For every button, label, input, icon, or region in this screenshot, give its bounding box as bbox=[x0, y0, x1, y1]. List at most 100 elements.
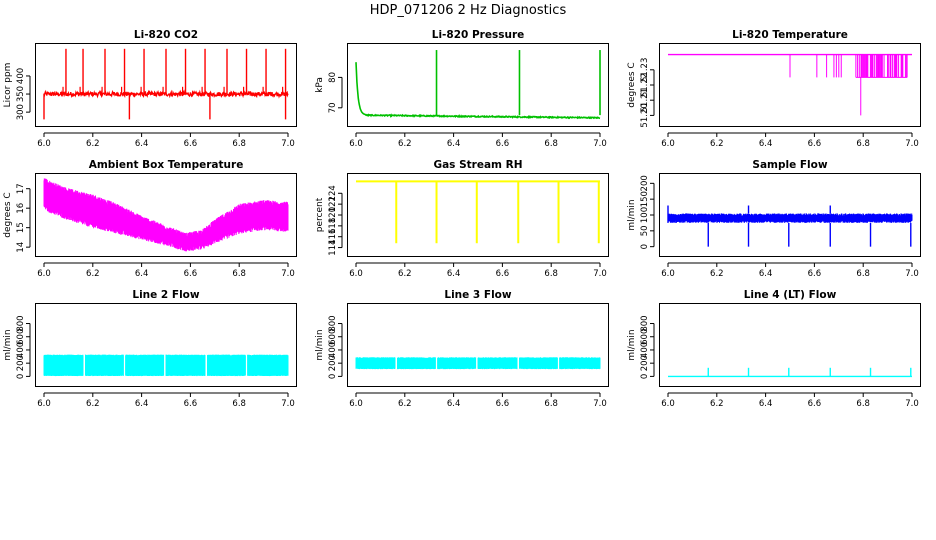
chart-7-title: Line 2 Flow bbox=[132, 289, 199, 301]
chart-1-series bbox=[43, 48, 289, 120]
chart-2-x-tick-label-3: 6.6 bbox=[496, 139, 510, 149]
chart-1-x-tick-label-4: 6.8 bbox=[232, 139, 246, 149]
chart-2-x-tick-label-5: 7.0 bbox=[593, 139, 607, 149]
chart-5-frame bbox=[347, 173, 609, 257]
chart-6-ylabel: ml/min bbox=[627, 199, 637, 230]
chart-8-x-tick-label-1: 6.2 bbox=[398, 399, 412, 409]
chart-5-series bbox=[356, 180, 600, 244]
chart-5-y-tick-label-1: 116 bbox=[328, 229, 338, 245]
chart-6-x-tick-label-1: 6.2 bbox=[710, 269, 724, 279]
chart-9-y-tick-label-3: 600 bbox=[640, 329, 650, 345]
chart-3-x-tick-label-3: 6.6 bbox=[808, 139, 822, 149]
chart-1-x-tick-label-3: 6.6 bbox=[184, 139, 198, 149]
chart-9-line-4-lt-flow: Line 4 (LT) Flow ml/min 6.0 6.2 6.4 6.6 6.8 7.0… bbox=[627, 289, 921, 409]
chart-7-ylabel: ml/min bbox=[3, 329, 13, 360]
chart-2-y-tick-label-0: 70 bbox=[328, 102, 338, 113]
figure-title: HDP_071206 2 Hz Diagnostics bbox=[370, 3, 567, 18]
chart-6-sample-flow: Sample Flow ml/min 6.0 6.2 6.4 6.6 6.8 7.0 0 50 10… bbox=[627, 159, 921, 279]
chart-5-gas-stream-rh: Gas Stream RH percent 6.0 6.2 6.4 6.6 6.8 7.0 11… bbox=[315, 159, 609, 279]
chart-4-title: Ambient Box Temperature bbox=[89, 159, 244, 171]
chart-3-x-tick-label-1: 6.2 bbox=[710, 139, 724, 149]
chart-7-y-tick-label-2: 400 bbox=[16, 342, 26, 358]
chart-3-x-tick-label-2: 6.4 bbox=[759, 139, 773, 149]
chart-4-x-tick-label-1: 6.2 bbox=[86, 269, 100, 279]
chart-6-band bbox=[667, 213, 913, 223]
chart-7-series bbox=[43, 354, 289, 377]
chart-2-ylabel: kPa bbox=[315, 77, 325, 93]
chart-4-y-tick-label-1: 15 bbox=[16, 222, 26, 233]
chart-8-series bbox=[355, 357, 601, 370]
chart-9-x-tick-label-5: 7.0 bbox=[905, 399, 919, 409]
chart-8-x-tick-label-3: 6.6 bbox=[496, 399, 510, 409]
chart-1-frame bbox=[35, 43, 297, 127]
chart-9-y-tick-label-0: 0 bbox=[640, 374, 650, 379]
chart-4-x-tick-label-2: 6.4 bbox=[135, 269, 149, 279]
chart-2-li-820-pressure: Li-820 Pressure kPa 6.0 6.2 6.4 6.6 6.8 7.0 70 80 bbox=[315, 29, 609, 149]
chart-9-series bbox=[668, 367, 912, 378]
chart-3-y-tick-label-1: 51.21 bbox=[640, 88, 650, 112]
chart-3-li-820-temperature: Li-820 Temperature degrees C 6.0 6.2 6.4 6.6 6… bbox=[627, 29, 921, 149]
chart-8-band bbox=[355, 357, 601, 370]
chart-1-y-tick-label-1: 350 bbox=[16, 86, 26, 102]
chart-2-x-tick-label-1: 6.2 bbox=[398, 139, 412, 149]
chart-1-x-tick-label-1: 6.2 bbox=[86, 139, 100, 149]
chart-6-x-tick-label-2: 6.4 bbox=[759, 269, 773, 279]
chart-5-y-tick-label-4: 122 bbox=[328, 196, 338, 212]
chart-7-frame bbox=[35, 303, 297, 387]
chart-1-x-tick-label-0: 6.0 bbox=[37, 139, 51, 149]
chart-9-x-tick-label-1: 6.2 bbox=[710, 399, 724, 409]
chart-4-x-tick-label-4: 6.8 bbox=[232, 269, 246, 279]
chart-5-title: Gas Stream RH bbox=[433, 159, 522, 171]
chart-5-y-tick-label-5: 124 bbox=[328, 185, 338, 201]
chart-3-y-tick-label-0: 51.20 bbox=[640, 103, 650, 127]
chart-1-x-tick-label-5: 7.0 bbox=[281, 139, 295, 149]
chart-8-line-3-flow: Line 3 Flow ml/min 6.0 6.2 6.4 6.6 6.8 7.0 0 2004… bbox=[315, 289, 609, 409]
chart-4-frame bbox=[35, 173, 297, 257]
chart-4-y-tick-label-2: 16 bbox=[16, 203, 26, 214]
chart-5-ylabel: percent bbox=[315, 197, 325, 232]
chart-7-x-tick-label-1: 6.2 bbox=[86, 399, 100, 409]
chart-8-x-tick-label-2: 6.4 bbox=[447, 399, 461, 409]
chart-7-band bbox=[43, 354, 289, 377]
chart-3-y-tick-label-3: 51.23 bbox=[640, 58, 650, 82]
chart-9-frame bbox=[659, 303, 921, 387]
chart-5-x-tick-label-1: 6.2 bbox=[398, 269, 412, 279]
chart-3-frame bbox=[659, 43, 921, 127]
chart-4-x-tick-label-0: 6.0 bbox=[37, 269, 51, 279]
chart-2-x-tick-label-4: 6.8 bbox=[544, 139, 558, 149]
chart-8-frame bbox=[347, 303, 609, 387]
chart-6-frame bbox=[659, 173, 921, 257]
chart-4-ambient-box-temperature: Ambient Box Temperature degrees C 6.0 6.2 6.… bbox=[3, 159, 297, 279]
chart-9-ylabel: ml/min bbox=[627, 329, 637, 360]
chart-7-x-tick-label-2: 6.4 bbox=[135, 399, 149, 409]
panel-grid: Li-820 CO2 Licor ppm 6.0 6.2 6.4 6.6 6.8 7.0 300… bbox=[3, 29, 921, 409]
chart-7-y-tick-label-1: 200 bbox=[16, 355, 26, 371]
chart-1-title: Li-820 CO2 bbox=[134, 29, 198, 41]
chart-7-line-2-flow: Line 2 Flow ml/min 6.0 6.2 6.4 6.6 6.8 7.0 0 2004… bbox=[3, 289, 297, 409]
chart-2-line bbox=[355, 62, 601, 120]
chart-8-title: Line 3 Flow bbox=[444, 289, 511, 301]
chart-7-x-tick-label-0: 6.0 bbox=[37, 399, 51, 409]
chart-6-y-tick-label-2: 100 bbox=[640, 207, 650, 223]
chart-2-title: Li-820 Pressure bbox=[432, 29, 525, 41]
chart-2-y-tick-label-1: 80 bbox=[328, 72, 338, 83]
chart-9-y-tick-label-1: 200 bbox=[640, 355, 650, 371]
chart-9-x-tick-label-4: 6.8 bbox=[856, 399, 870, 409]
chart-3-x-tick-label-4: 6.8 bbox=[856, 139, 870, 149]
chart-8-y-tick-label-1: 200 bbox=[328, 355, 338, 371]
chart-7-x-tick-label-5: 7.0 bbox=[281, 399, 295, 409]
chart-5-y-tick-label-3: 120 bbox=[328, 207, 338, 223]
chart-1-x-tick-label-2: 6.4 bbox=[135, 139, 149, 149]
chart-8-x-tick-label-5: 7.0 bbox=[593, 399, 607, 409]
chart-6-title: Sample Flow bbox=[752, 159, 827, 171]
chart-3-y-tick-label-2: 51.22 bbox=[640, 73, 650, 97]
chart-7-x-tick-label-3: 6.6 bbox=[184, 399, 198, 409]
chart-7-y-tick-label-3: 600 bbox=[16, 329, 26, 345]
chart-9-title: Line 4 (LT) Flow bbox=[744, 289, 837, 301]
chart-3-ylabel: degrees C bbox=[627, 62, 637, 107]
chart-4-ylabel: degrees C bbox=[3, 192, 13, 237]
chart-4-y-tick-label-0: 14 bbox=[16, 242, 26, 253]
chart-8-y-tick-label-0: 0 bbox=[328, 374, 338, 379]
chart-6-x-tick-label-4: 6.8 bbox=[856, 269, 870, 279]
chart-8-y-tick-label-4: 800 bbox=[328, 315, 338, 331]
